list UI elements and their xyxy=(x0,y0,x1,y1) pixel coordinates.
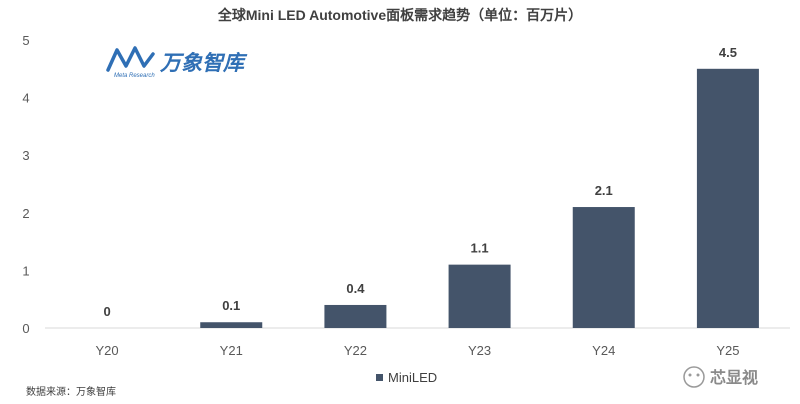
y-tick-label: 4 xyxy=(22,91,29,106)
x-tick-label: Y25 xyxy=(716,343,739,358)
x-tick-label: Y20 xyxy=(96,343,119,358)
brand-mark: 芯显视 xyxy=(683,366,758,388)
bars xyxy=(200,68,759,329)
x-axis: Y20 Y21 Y22 Y23 Y24 Y25 xyxy=(96,343,740,358)
x-tick-label: Y23 xyxy=(468,343,491,358)
y-axis: 0 1 2 3 4 5 xyxy=(22,33,29,336)
wechat-icon-eye-left xyxy=(688,373,692,377)
y-tick-label: 1 xyxy=(22,263,29,278)
watermark-name: 万象智库 xyxy=(159,51,248,75)
x-tick-label: Y24 xyxy=(592,343,615,358)
data-label: 0.4 xyxy=(346,281,365,296)
y-tick-label: 3 xyxy=(22,148,29,163)
wechat-icon-eye-right xyxy=(696,373,700,377)
bar xyxy=(696,68,759,329)
source-note: 数据来源：万象智库 xyxy=(26,385,116,398)
wechat-icon xyxy=(683,366,705,388)
chart-title: 全球Mini LED Automotive面板需求趋势（单位：百万片） xyxy=(217,7,582,23)
watermark-logo: 万象智库 Meta Research xyxy=(106,46,248,79)
legend-swatch xyxy=(376,374,383,381)
legend: MiniLED xyxy=(376,370,437,385)
watermark-sub: Meta Research xyxy=(114,73,155,79)
y-tick-label: 0 xyxy=(22,321,29,336)
data-labels: 0 0.1 0.4 1.1 2.1 4.5 xyxy=(103,45,736,319)
bar xyxy=(572,207,635,328)
y-tick-label: 2 xyxy=(22,206,29,221)
data-label: 1.1 xyxy=(471,241,489,256)
data-label: 0 xyxy=(103,304,110,319)
data-label: 0.1 xyxy=(222,298,240,313)
bar xyxy=(200,322,263,328)
data-label: 2.1 xyxy=(595,183,613,198)
brand-name: 芯显视 xyxy=(710,368,758,387)
y-tick-label: 5 xyxy=(22,33,29,48)
x-tick-label: Y21 xyxy=(220,343,243,358)
x-tick-label: Y22 xyxy=(344,343,367,358)
bar xyxy=(448,264,511,328)
bar xyxy=(324,304,387,328)
data-label: 4.5 xyxy=(719,45,737,60)
logo-wave-icon xyxy=(106,46,155,72)
legend-label: MiniLED xyxy=(388,370,437,385)
